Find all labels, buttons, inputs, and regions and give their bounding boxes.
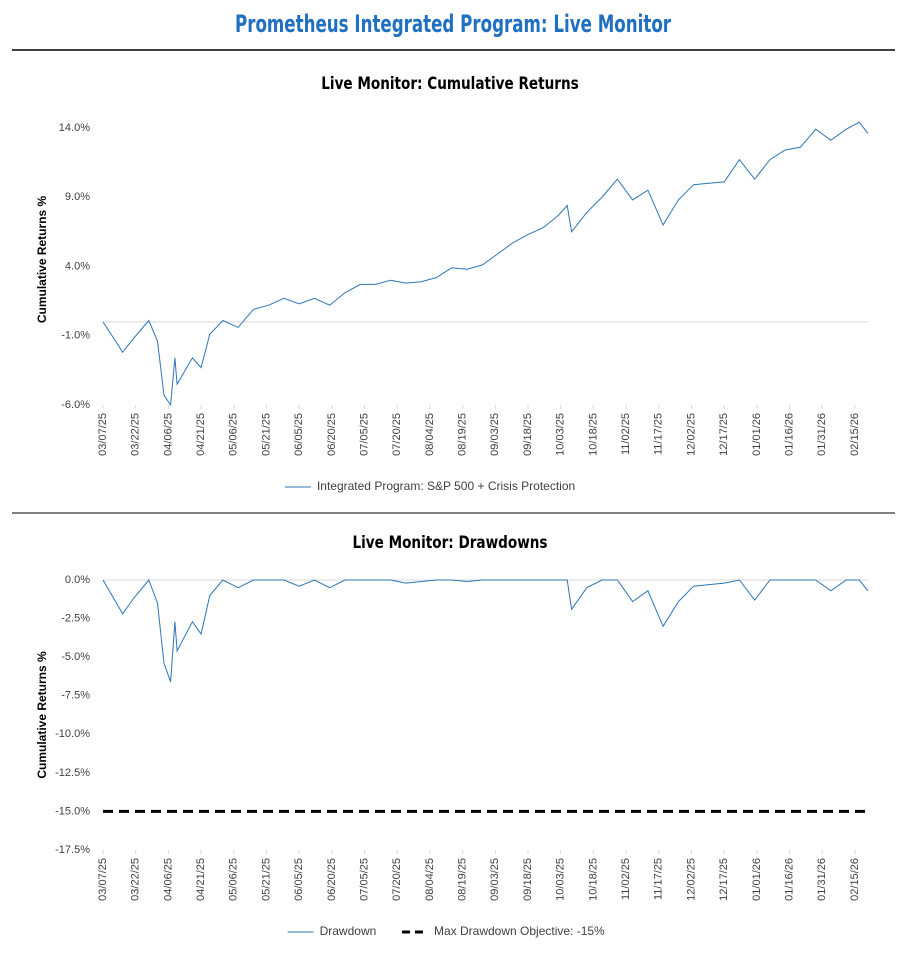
x-tick-label: 02/15/26 xyxy=(849,858,861,901)
x-tick-label: 01/31/26 xyxy=(816,413,828,456)
x-tick-label: 04/21/25 xyxy=(195,413,207,456)
x-tick-label: 07/20/25 xyxy=(391,858,403,901)
x-tick-label: 09/18/25 xyxy=(522,858,534,901)
x-tick-label: 10/03/25 xyxy=(555,413,567,456)
y-axis-label: Cumulative Returns % xyxy=(35,195,49,323)
x-tick-label: 08/19/25 xyxy=(457,413,469,456)
chart-title: Live Monitor: Cumulative Returns xyxy=(321,74,578,94)
y-tick-label: -15.0% xyxy=(55,805,90,817)
x-tick-label: 09/03/25 xyxy=(489,413,501,456)
x-tick-label: 10/18/25 xyxy=(587,413,599,456)
y-tick-label: -12.5% xyxy=(55,767,90,779)
x-tick-label: 07/20/25 xyxy=(391,413,403,456)
x-tick-label: 01/31/26 xyxy=(816,858,828,901)
x-tick-label: 06/20/25 xyxy=(326,858,338,901)
x-tick-label: 06/05/25 xyxy=(293,413,305,456)
x-tick-label: 12/17/25 xyxy=(718,413,730,456)
x-tick-label: 05/06/25 xyxy=(228,858,240,901)
x-tick-label: 09/03/25 xyxy=(489,858,501,901)
x-tick-label: 08/19/25 xyxy=(457,858,469,901)
x-tick-label: 11/17/25 xyxy=(653,858,665,900)
x-tick-label: 01/16/26 xyxy=(783,858,795,901)
x-tick-label: 05/21/25 xyxy=(260,858,272,901)
x-tick-label: 05/21/25 xyxy=(260,413,272,456)
x-tick-label: 10/18/25 xyxy=(587,858,599,901)
y-tick-label: -6.0% xyxy=(61,399,90,411)
x-tick-label: 11/17/25 xyxy=(653,413,665,455)
x-tick-label: 12/17/25 xyxy=(718,858,730,901)
x-tick-label: 12/02/25 xyxy=(685,858,697,901)
x-tick-label: 05/06/25 xyxy=(228,413,240,456)
x-tick-label: 04/21/25 xyxy=(195,858,207,901)
y-tick-label: -1.0% xyxy=(61,330,90,342)
legend-label: Max Drawdown Objective: -15% xyxy=(434,924,605,938)
y-axis-label: Cumulative Returns % xyxy=(35,651,49,779)
x-tick-label: 10/03/25 xyxy=(555,858,567,901)
x-tick-label: 04/06/25 xyxy=(162,413,174,456)
y-tick-label: -5.0% xyxy=(61,651,90,663)
legend-label: Integrated Program: S&P 500 + Crisis Pro… xyxy=(317,479,575,493)
y-tick-label: -10.0% xyxy=(55,728,90,740)
x-tick-label: 11/02/25 xyxy=(620,413,632,455)
x-tick-label: 12/02/25 xyxy=(685,413,697,456)
x-tick-label: 07/05/25 xyxy=(358,413,370,456)
x-tick-label: 06/05/25 xyxy=(293,858,305,901)
x-tick-label: 03/07/25 xyxy=(97,413,109,456)
x-tick-label: 07/05/25 xyxy=(358,858,370,901)
legend-label: Drawdown xyxy=(320,924,377,938)
page-title: Prometheus Integrated Program: Live Moni… xyxy=(235,10,671,38)
y-tick-label: -2.5% xyxy=(61,612,90,624)
x-tick-label: 08/04/25 xyxy=(424,858,436,901)
x-tick-label: 01/01/26 xyxy=(751,413,763,456)
y-tick-label: 4.0% xyxy=(65,260,90,272)
y-tick-label: -17.5% xyxy=(55,844,90,856)
x-tick-label: 09/18/25 xyxy=(522,413,534,456)
x-tick-label: 03/22/25 xyxy=(130,413,142,456)
data-line xyxy=(102,121,869,407)
x-tick-label: 04/06/25 xyxy=(162,858,174,901)
x-tick-label: 06/20/25 xyxy=(326,413,338,456)
chart-title: Live Monitor: Drawdowns xyxy=(352,533,547,553)
y-tick-label: 14.0% xyxy=(59,122,90,134)
y-tick-label: 0.0% xyxy=(65,574,90,586)
x-tick-label: 03/22/25 xyxy=(130,858,142,901)
x-tick-label: 11/02/25 xyxy=(620,858,632,900)
x-tick-label: 01/01/26 xyxy=(751,858,763,901)
y-tick-label: -7.5% xyxy=(61,690,90,702)
x-tick-label: 03/07/25 xyxy=(97,858,109,901)
x-tick-label: 01/16/26 xyxy=(783,413,795,456)
data-line xyxy=(102,579,869,682)
x-tick-label: 08/04/25 xyxy=(424,413,436,456)
x-tick-label: 02/15/26 xyxy=(849,413,861,456)
y-tick-label: 9.0% xyxy=(65,191,90,203)
